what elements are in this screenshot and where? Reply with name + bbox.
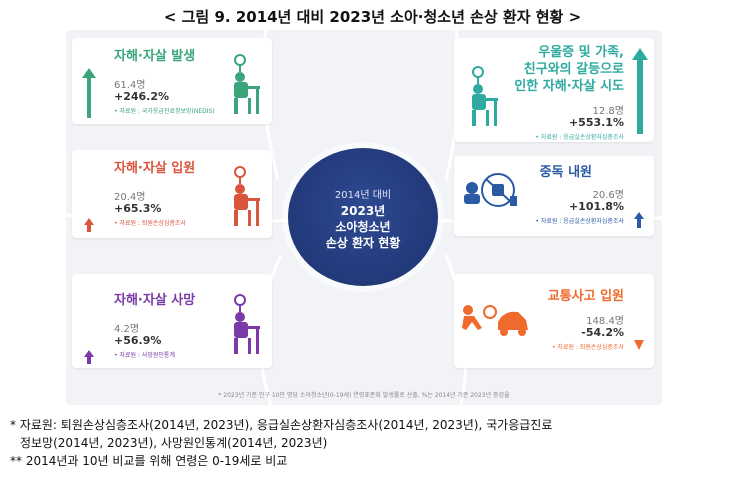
center-line-1: 2014년 대비 — [334, 190, 392, 201]
card-traffic-hospitalization: 교통사고 입원 148.4명 -54.2% • 자료원 : 퇴원손상심층조사 — [454, 274, 654, 368]
arrow-down-icon — [634, 340, 644, 350]
arrow-up-icon — [84, 218, 94, 232]
card-source: • 자료원 : 응급실손상환자심층조사 — [535, 134, 624, 141]
card-self-harm-attempt-conflict: 우울증 및 가족, 친구와의 갈등으로 인한 자해·자살 시도 12.8명 +5… — [454, 38, 654, 142]
note-age-comparison: ** 2014년과 10년 비교를 위해 연령은 0-19세로 비교 — [10, 454, 288, 468]
center-line-2: 2023년 — [340, 204, 386, 218]
infographic-footnote: * 2023년 기준 인구 10만 명당 소아청소년(0-19세) 연령표준화 … — [218, 392, 510, 399]
card-change: +553.1% — [568, 116, 624, 129]
card-source: • 자료원 : 국가응급진료정보망(NEDIS) — [114, 108, 215, 115]
person-hanging-icon — [234, 294, 260, 354]
arrow-up-icon — [84, 350, 94, 364]
card-value: 4.2명 — [114, 324, 140, 335]
car-accident-icon — [462, 305, 528, 336]
card-title: 자해·자살 사망 — [114, 293, 196, 308]
center-summary-circle: 2014년 대비 2023년 소아청소년 손상 환자 현황 — [288, 148, 438, 286]
person-hanging-icon — [234, 54, 260, 114]
center-line-4: 손상 환자 현황 — [325, 236, 401, 250]
arrow-up-icon — [82, 68, 96, 118]
arrow-up-icon — [634, 212, 644, 228]
card-value: 148.4명 — [586, 316, 624, 327]
person-hanging-icon — [234, 166, 260, 226]
card-source: • 자료원 : 퇴원손상심층조사 — [551, 344, 624, 351]
card-value: 20.4명 — [114, 192, 146, 203]
card-source: • 자료원 : 응급실손상환자심층조사 — [535, 218, 624, 225]
card-change: +246.2% — [114, 90, 170, 103]
infographic-panel: 자해·자살 발생 61.4명 +246.2% • 자료원 : 국가응급진료정보망… — [66, 30, 662, 405]
card-self-harm-occurrence: 자해·자살 발생 61.4명 +246.2% • 자료원 : 국가응급진료정보망… — [72, 38, 272, 124]
card-self-harm-hospitalization: 자해·자살 입원 20.4명 +65.3% • 자료원 : 퇴원손상심층조사 — [72, 150, 272, 238]
card-change: +65.3% — [114, 202, 162, 215]
card-title: 자해·자살 발생 — [114, 49, 196, 64]
card-source: • 자료원 : 퇴원손상심층조사 — [114, 220, 187, 227]
card-title: 중독 내원 — [539, 165, 592, 180]
note-source-line-2: 정보망(2014년, 2023년), 사망원인통계(2014년, 2023년) — [20, 436, 328, 450]
card-title-line: 우울증 및 가족, — [538, 45, 624, 60]
card-value: 12.8명 — [592, 106, 624, 117]
card-title: 자해·자살 입원 — [114, 161, 196, 176]
arrow-up-icon — [632, 48, 648, 134]
card-value: 61.4명 — [114, 80, 146, 91]
card-source: • 자료원 : 사망원인통계 — [114, 352, 175, 359]
person-hanging-icon — [472, 66, 498, 126]
card-title-line: 친구와의 갈등으로 — [523, 62, 624, 77]
card-change: -54.2% — [581, 326, 624, 339]
card-title: 교통사고 입원 — [547, 289, 624, 304]
poisoning-icon — [464, 173, 517, 207]
card-self-harm-death: 자해·자살 사망 4.2명 +56.9% • 자료원 : 사망원인통계 — [72, 274, 272, 368]
card-change: +56.9% — [114, 334, 162, 347]
card-change: +101.8% — [568, 200, 624, 213]
card-value: 20.6명 — [592, 190, 624, 201]
center-line-3: 소아청소년 — [335, 220, 391, 234]
card-title-line: 인한 자해·자살 시도 — [514, 79, 624, 94]
card-poisoning-hospitalization: 중독 내원 20.6명 +101.8% • 자료원 : 응급실손상환자심층조사 — [454, 156, 654, 236]
note-source-line-1: * 자료원: 퇴원손상심층조사(2014년, 2023년), 응급실손상환자심층… — [10, 418, 553, 432]
figure-title: < 그림 9. 2014년 대비 2023년 소아·청소년 손상 환자 현황 > — [163, 8, 582, 26]
